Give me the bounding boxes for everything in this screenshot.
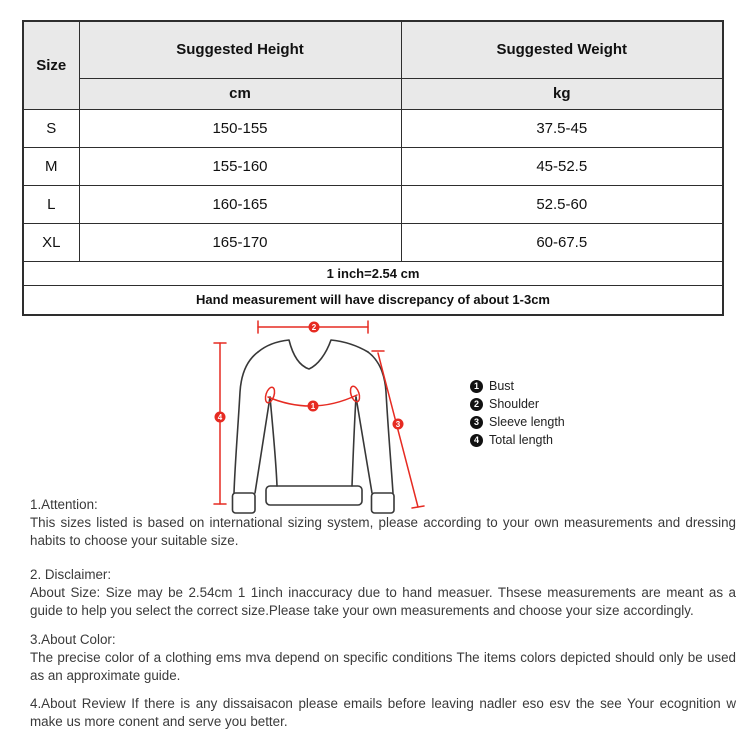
table-row-s: S 150-155 37.5-45: [22, 108, 724, 148]
size-table: Size Suggested Height Suggested Weight c…: [22, 20, 724, 316]
height-cell: 160-165: [78, 184, 402, 224]
inch-conversion-row: 1 inch=2.54 cm: [22, 260, 724, 286]
size-cell: XL: [22, 222, 80, 262]
inch-conversion-note: 1 inch=2.54 cm: [22, 260, 724, 286]
height-cell: 155-160: [78, 146, 402, 186]
note-body: About Size: Size may be 2.54cm 1 1inch i…: [30, 585, 736, 618]
hand-measurement-row: Hand measurement will have discrepancy o…: [22, 284, 724, 316]
size-cell: M: [22, 146, 80, 186]
size-cell: S: [22, 108, 80, 148]
attention-note: 1.Attention: This sizes listed is based …: [30, 496, 736, 550]
table-row-m: M 155-160 45-52.5: [22, 146, 724, 186]
marker-3: 3: [396, 420, 401, 429]
sweater-outline-icon: [231, 339, 395, 514]
legend-item-sleeve-length: 3 Sleeve length: [470, 413, 565, 431]
marker-1: 1: [311, 402, 316, 411]
garment-diagram: 2 4 3 1: [213, 320, 425, 514]
weight-cell: 52.5-60: [400, 184, 724, 224]
marker-2: 2: [312, 323, 317, 332]
note-body: The precise color of a clothing ems mva …: [30, 650, 736, 683]
weight-cell: 45-52.5: [400, 146, 724, 186]
height-column-header: Suggested Height: [78, 20, 402, 79]
hand-measurement-note: Hand measurement will have discrepancy o…: [22, 284, 724, 316]
size-cell: L: [22, 184, 80, 224]
legend-label: Bust: [489, 379, 515, 393]
about-color-note: 3.About Color: The precise color of a cl…: [30, 631, 736, 685]
table-header-row-2: cm kg: [23, 77, 724, 110]
legend-label: Sleeve length: [489, 415, 565, 429]
weight-cell: 60-67.5: [400, 222, 724, 262]
circled-3-icon: 3: [470, 415, 483, 429]
shoulder-measure-line: 2: [257, 320, 369, 334]
note-title: 2. Disclaimer:: [30, 567, 112, 582]
total-length-measure-line: 4: [213, 342, 227, 505]
about-review-note: 4.About Review If there is any dissaisac…: [30, 695, 736, 731]
legend-label: Shoulder: [489, 397, 540, 411]
weight-unit-cell: kg: [400, 77, 724, 110]
note-body: 4.About Review If there is any dissaisac…: [30, 696, 736, 729]
legend-item-total-length: 4 Total length: [470, 431, 565, 449]
legend-item-bust: 1 Bust: [470, 377, 565, 395]
notes-section: 1.Attention: This sizes listed is based …: [30, 496, 736, 731]
height-cell: 150-155: [78, 108, 402, 148]
legend-item-shoulder: 2 Shoulder: [470, 395, 565, 413]
sleeve-length-measure-line: 3: [371, 350, 425, 509]
marker-4: 4: [218, 413, 223, 422]
circled-4-icon: 4: [470, 433, 483, 447]
legend-label: Total length: [489, 433, 553, 447]
table-row-l: L 160-165 52.5-60: [22, 184, 724, 224]
note-title: 1.Attention:: [30, 497, 98, 512]
disclaimer-note: 2. Disclaimer: About Size: Size may be 2…: [30, 566, 736, 620]
bust-measure-line: 1: [264, 385, 361, 412]
weight-column-header: Suggested Weight: [400, 20, 724, 79]
note-title: 3.About Color:: [30, 632, 116, 647]
circled-2-icon: 2: [470, 397, 483, 411]
table-row-xl: XL 165-170 60-67.5: [22, 222, 724, 262]
size-column-header: Size: [22, 20, 80, 110]
note-body: This sizes listed is based on internatio…: [30, 515, 736, 548]
weight-cell: 37.5-45: [400, 108, 724, 148]
height-cell: 165-170: [78, 222, 402, 262]
table-header-row-1: Size Suggested Height Suggested Weight: [22, 20, 724, 110]
height-unit-cell: cm: [78, 77, 402, 110]
circled-1-icon: 1: [470, 379, 483, 393]
measurement-legend: 1 Bust 2 Shoulder 3 Sleeve length 4 Tota…: [470, 377, 565, 449]
